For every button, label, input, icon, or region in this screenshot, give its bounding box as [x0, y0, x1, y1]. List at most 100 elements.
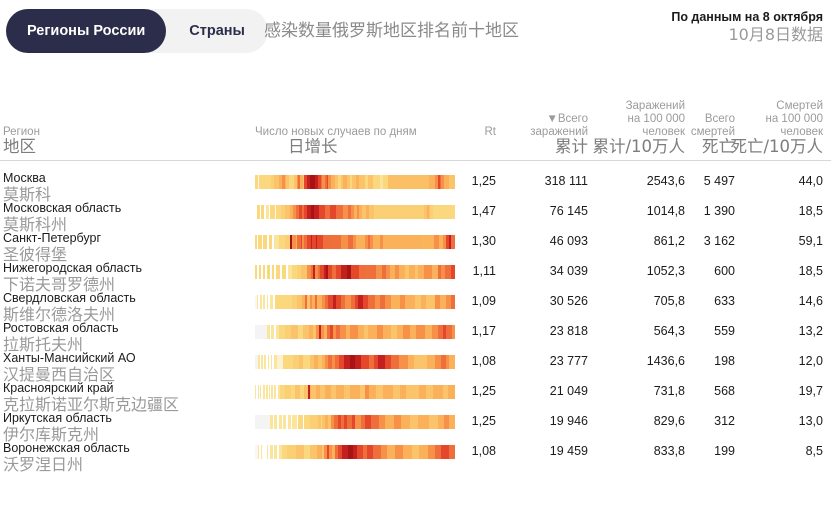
view-toggle-group: Регионы России Страны [6, 9, 268, 53]
daily-cases-heatstrip [255, 235, 455, 249]
cell-total-cases: 19 946 [549, 414, 588, 428]
cell-rt: 1,25 [471, 174, 496, 188]
cell-deaths-per-100k: 14,6 [798, 294, 823, 308]
cell-total-cases: 23 818 [549, 324, 588, 338]
cell-total-deaths: 600 [714, 264, 735, 278]
tab-regions-of-russia[interactable]: Регионы России [6, 9, 167, 53]
col-header-deaths-cn: 死亡 [702, 137, 735, 156]
cell-cases-per-100k: 1014,8 [646, 204, 685, 218]
col-header-deaths100-ru-1[interactable]: Смертей [776, 100, 823, 112]
table-row[interactable]: Воронежская область 沃罗涅日州 1,08 19 459 833,8 1… [0, 441, 831, 474]
table-header: Регион 地区 Число новых случаев по дням 日增… [0, 88, 831, 161]
region-name-cn: 圣彼得堡 [3, 245, 68, 264]
cell-deaths-per-100k: 19,7 [798, 384, 823, 398]
cell-cases-per-100k: 833,8 [653, 444, 685, 458]
col-header-region-ru[interactable]: Регион [3, 126, 40, 138]
region-name-cn: 下诺夫哥罗德州 [3, 275, 116, 294]
col-header-cases100-ru-2[interactable]: на 100 000 [627, 113, 685, 125]
col-header-cases100-ru-1[interactable]: Заражений [625, 100, 685, 112]
region-name-ru: Воронежская область [3, 441, 130, 455]
col-header-cases-ru-2[interactable]: заражений [530, 126, 588, 138]
regions-table: Регион 地区 Число новых случаев по дням 日增… [0, 88, 831, 474]
cell-total-deaths: 633 [714, 294, 735, 308]
daily-cases-heatstrip [255, 445, 455, 459]
cell-total-deaths: 312 [714, 414, 735, 428]
cell-total-deaths: 568 [714, 384, 735, 398]
cell-deaths-per-100k: 8,5 [805, 444, 823, 458]
table-row[interactable]: Свердловская область 斯维尔德洛夫州 1,09 30 526 705… [0, 291, 831, 324]
cell-total-cases: 34 039 [549, 264, 588, 278]
cell-deaths-per-100k: 59,1 [798, 234, 823, 248]
cell-rt: 1,08 [471, 354, 496, 368]
cell-total-cases: 46 093 [549, 234, 588, 248]
table-row[interactable]: Иркутская область 伊尔库斯克州 1,25 19 946 829,6 31… [0, 411, 831, 444]
col-header-cases-ru-1[interactable]: ▼Всего [546, 113, 588, 125]
cell-deaths-per-100k: 18,5 [798, 264, 823, 278]
col-header-sparkline-ru: Число новых случаев по дням [255, 126, 417, 138]
region-name-cn: 汉提曼西自治区 [3, 365, 116, 384]
col-header-deaths100-ru-2[interactable]: на 100 000 [765, 113, 823, 125]
region-name-cn: 沃罗涅日州 [3, 455, 84, 474]
table-row[interactable]: Московская область 莫斯科州 1,47 76 145 1014,8 1 … [0, 201, 831, 234]
cell-total-deaths: 3 162 [703, 234, 735, 248]
region-name-cn: 克拉斯诺亚尔斯克边疆区 [3, 395, 180, 414]
cell-cases-per-100k: 2543,6 [646, 174, 685, 188]
cell-total-cases: 76 145 [549, 204, 588, 218]
cell-rt: 1,08 [471, 444, 496, 458]
table-body: Москва 莫斯科 1,25 318 111 2543,6 5 497 44,0 Моско… [0, 171, 831, 474]
col-header-deaths100-cn: 死亡/10万人 [730, 137, 823, 156]
cell-total-deaths: 559 [714, 324, 735, 338]
cell-rt: 1,30 [471, 234, 496, 248]
daily-cases-heatstrip [255, 355, 455, 369]
page-title-cn: 感染数量俄罗斯地区排名前十地区 [264, 21, 519, 41]
daily-cases-heatstrip [255, 415, 455, 429]
col-header-cases-cn: 累计 [555, 137, 588, 156]
top-bar: Регионы России Страны 感染数量俄罗斯地区排名前十地区 По… [0, 0, 831, 62]
header-divider [0, 160, 831, 161]
daily-cases-heatstrip [255, 265, 455, 279]
cell-deaths-per-100k: 12,0 [798, 354, 823, 368]
daily-cases-heatstrip [255, 175, 455, 189]
data-date-ru: По данным на 8 октября [671, 10, 823, 24]
region-name-ru: Ханты-Мансийский АО [3, 351, 136, 365]
table-row[interactable]: Санкт-Петербург 圣彼得堡 1,30 46 093 861,2 3 162 5… [0, 231, 831, 264]
cell-cases-per-100k: 1436,6 [646, 354, 685, 368]
daily-cases-heatstrip [255, 205, 455, 219]
cell-rt: 1,25 [471, 414, 496, 428]
cell-cases-per-100k: 1052,3 [646, 264, 685, 278]
cell-deaths-per-100k: 13,0 [798, 414, 823, 428]
region-name-ru: Ростовская область [3, 321, 119, 335]
col-header-deaths-ru-2[interactable]: смертей [690, 126, 735, 138]
cell-total-cases: 21 049 [549, 384, 588, 398]
col-header-cases100-ru-3[interactable]: человек [642, 126, 685, 138]
region-name-ru: Московская область [3, 201, 122, 215]
cell-deaths-per-100k: 13,2 [798, 324, 823, 338]
table-row[interactable]: Нижегородская область 下诺夫哥罗德州 1,11 34 039 10… [0, 261, 831, 294]
cell-rt: 1,17 [471, 324, 496, 338]
col-header-deaths100-ru-3[interactable]: человек [780, 126, 823, 138]
cell-total-cases: 23 777 [549, 354, 588, 368]
cell-rt: 1,47 [471, 204, 496, 218]
tab-countries[interactable]: Страны [189, 23, 245, 39]
table-row[interactable]: Москва 莫斯科 1,25 318 111 2543,6 5 497 44,0 [0, 171, 831, 204]
daily-cases-heatstrip [255, 295, 455, 309]
region-name-ru: Москва [3, 171, 46, 185]
cell-total-deaths: 5 497 [703, 174, 735, 188]
daily-cases-heatstrip [255, 385, 455, 399]
cell-total-cases: 318 111 [544, 174, 588, 188]
region-name-ru: Санкт-Петербург [3, 231, 102, 245]
col-header-deaths-ru-1[interactable]: Всего [704, 113, 735, 125]
col-header-rt[interactable]: Rt [484, 126, 497, 138]
table-row[interactable]: Ханты-Мансийский АО 汉提曼西自治区 1,08 23 777 1436… [0, 351, 831, 384]
cell-deaths-per-100k: 44,0 [798, 174, 823, 188]
data-date-cn: 10月8日数据 [728, 25, 823, 44]
region-name-cn: 斯维尔德洛夫州 [3, 305, 116, 324]
cell-cases-per-100k: 829,6 [653, 414, 685, 428]
cell-rt: 1,09 [471, 294, 496, 308]
cell-cases-per-100k: 861,2 [653, 234, 685, 248]
cell-total-cases: 19 459 [549, 444, 588, 458]
table-row[interactable]: Красноярский край 克拉斯诺亚尔斯克边疆区 1,25 21 049 73… [0, 381, 831, 414]
cell-cases-per-100k: 564,3 [653, 324, 685, 338]
table-row[interactable]: Ростовская область 拉斯托夫州 1,17 23 818 564,3 55… [0, 321, 831, 354]
cell-total-deaths: 1 390 [703, 204, 735, 218]
